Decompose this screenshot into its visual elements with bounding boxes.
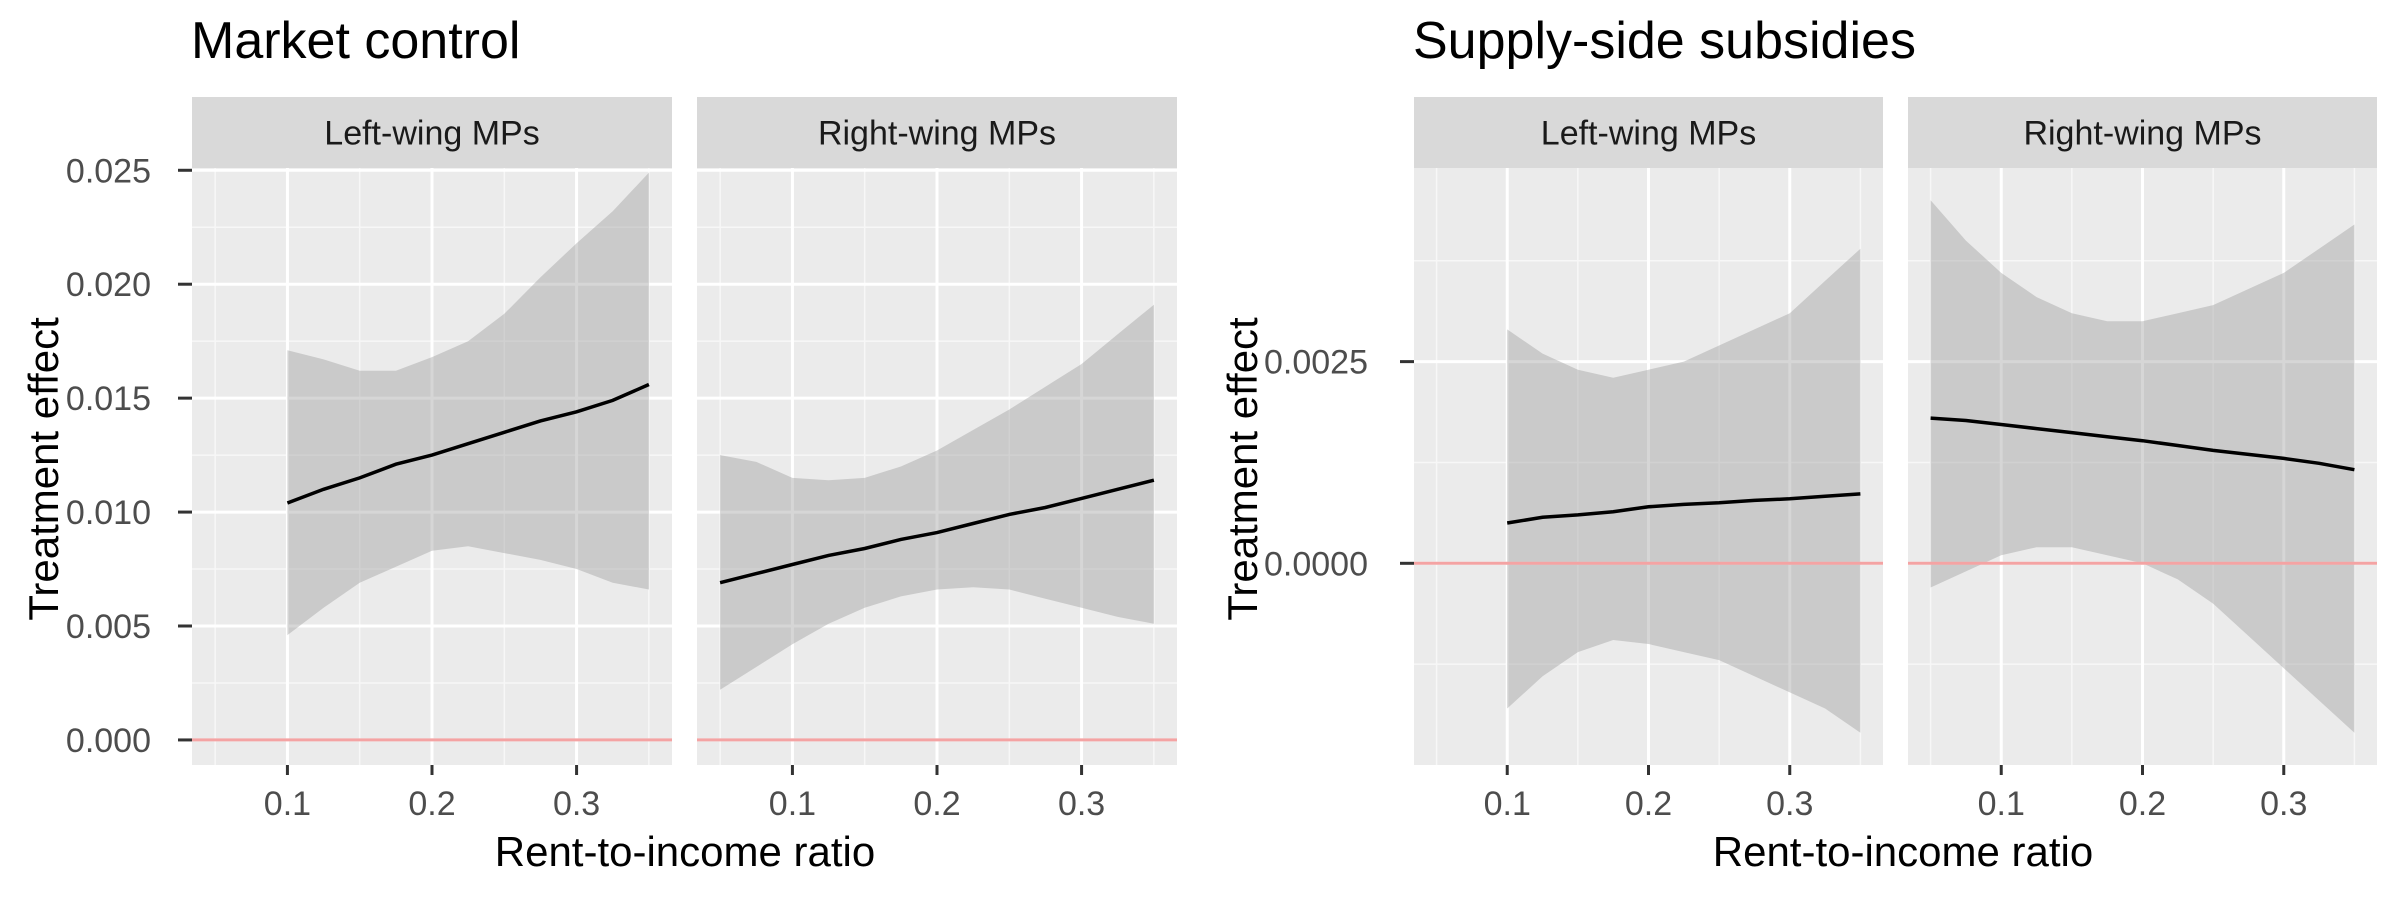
supply-side-subsidies-panel: Supply-side subsidies Rent-to-income rat… <box>1219 12 2377 875</box>
y-tick-label: 0.000 <box>66 722 151 760</box>
y-tick-label: 0.010 <box>66 494 151 532</box>
facet: Left-wing MPs 0.1 0.2 0.3 <box>1414 97 1883 823</box>
y-tick-label: 0.0000 <box>1264 545 1368 583</box>
facet-strip-label: Left-wing MPs <box>324 115 539 153</box>
x-tick-label: 0.2 <box>913 785 960 823</box>
y-tick-label: 0.025 <box>66 152 151 190</box>
facet-strip-label: Left-wing MPs <box>1541 115 1756 153</box>
facet-strip-label: Right-wing MPs <box>818 115 1056 153</box>
facet: Left-wing MPs 0.1 0.2 0.3 <box>192 97 672 823</box>
x-tick-label: 0.2 <box>1625 785 1672 823</box>
x-axis-title: Rent-to-income ratio <box>495 828 875 875</box>
y-tick-label: 0.005 <box>66 608 151 646</box>
confidence-band <box>1507 248 1861 733</box>
x-tick-label: 0.2 <box>408 785 455 823</box>
x-tick-label: 0.2 <box>2119 785 2166 823</box>
y-tick-label: 0.020 <box>66 266 151 304</box>
y-axis-title: Treatment effect <box>1219 317 1266 621</box>
y-tick-label: 0.0025 <box>1264 344 1368 382</box>
effect-line <box>1506 492 1861 525</box>
x-tick-label: 0.1 <box>1978 785 2025 823</box>
facet-strip-label: Right-wing MPs <box>2023 115 2261 153</box>
panel-title: Supply-side subsidies <box>1413 12 1916 70</box>
x-tick-label: 0.1 <box>769 785 816 823</box>
facet: Right-wing MPs 0.1 0.2 0.3 <box>697 97 1177 823</box>
facet: Right-wing MPs 0.1 0.2 0.3 <box>1908 97 2377 823</box>
facet-strip <box>192 97 672 168</box>
x-axis-title: Rent-to-income ratio <box>1713 828 2093 875</box>
facet-strip <box>697 97 1177 168</box>
x-tick-label: 0.3 <box>1058 785 1105 823</box>
facet-strip <box>1414 97 1883 168</box>
market-control-panel: Market control Rent-to-income ratio Trea… <box>20 12 1177 875</box>
effect-line <box>719 478 1155 585</box>
x-tick-label: 0.1 <box>264 785 311 823</box>
confidence-band <box>720 304 1154 690</box>
confidence-band <box>287 172 649 636</box>
x-tick-label: 0.3 <box>553 785 600 823</box>
effect-line <box>1930 416 2355 472</box>
facet-strip <box>1908 97 2377 168</box>
x-tick-label: 0.1 <box>1484 785 1531 823</box>
y-tick-label: 0.015 <box>66 380 151 418</box>
x-tick-label: 0.3 <box>1766 785 1813 823</box>
panel-title: Market control <box>191 12 520 70</box>
y-axis-title: Treatment effect <box>20 317 67 621</box>
effect-line <box>286 382 650 505</box>
confidence-band <box>1930 200 2355 733</box>
x-tick-label: 0.3 <box>2260 785 2307 823</box>
